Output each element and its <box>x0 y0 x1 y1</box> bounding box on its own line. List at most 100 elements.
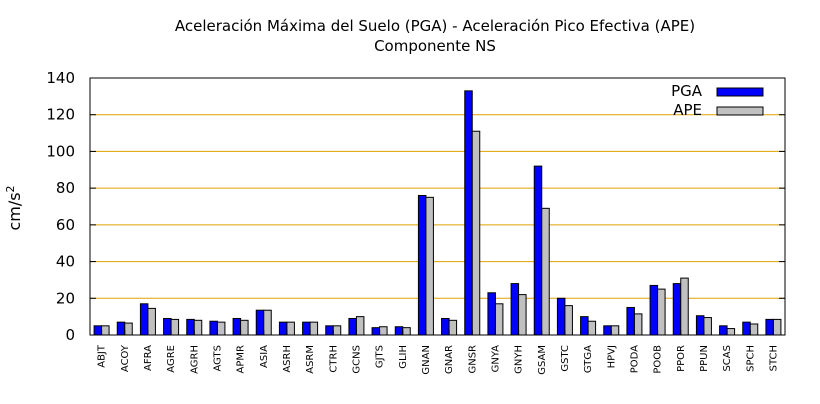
chart-title: Aceleración Máxima del Suelo (PGA) - Ace… <box>175 17 695 35</box>
bar-pga <box>302 321 311 336</box>
x-tick-label: ABJT <box>97 344 108 368</box>
bars <box>93 90 782 336</box>
bar-ape <box>355 316 365 336</box>
bar-pga <box>348 317 357 336</box>
bar-ape <box>541 207 550 336</box>
x-tick-label: PPOR <box>676 345 687 372</box>
x-tick-label: STCH <box>768 345 779 371</box>
bar-ape <box>332 325 342 336</box>
bar-ape <box>147 307 156 336</box>
x-tick-label: PPUN <box>699 345 710 372</box>
legend-label-ape: APE <box>673 101 702 119</box>
y-tick-label: 20 <box>56 289 75 307</box>
bar-pga <box>580 316 589 336</box>
bar-pga <box>209 320 218 336</box>
bar-ape <box>193 319 203 336</box>
bar-ape <box>749 323 759 336</box>
bar-pga <box>441 317 450 336</box>
bar-pga <box>93 325 103 336</box>
x-tick-label: GCNS <box>351 345 362 374</box>
bar-pga <box>742 321 751 336</box>
legend-label-pga: PGA <box>671 82 703 100</box>
x-tick-label: GSTC <box>560 345 571 372</box>
bar-ape <box>471 130 481 336</box>
bar-ape <box>240 319 249 336</box>
legend-swatch-pga <box>716 87 764 97</box>
y-axis-label-superscript: 2 <box>4 185 17 192</box>
x-axis-ticks: ABJT ACOY AFRA AGRE AGRH AGTS APMR ASIA ASRH ASRM… <box>97 330 779 375</box>
bar-pga <box>649 284 659 336</box>
x-tick-label: GNYH <box>514 345 525 374</box>
x-tick-label: GTGA <box>583 345 594 373</box>
y-tick-label: 100 <box>46 142 75 160</box>
bar-ape <box>518 294 527 336</box>
bar-pga <box>394 326 404 336</box>
x-tick-label: SPCH <box>745 345 756 372</box>
x-tick-label: HPVJ <box>606 345 617 368</box>
bar-ape <box>726 328 736 336</box>
bar-ape <box>170 318 180 336</box>
bar-pga <box>139 303 149 336</box>
y-tick-label: 120 <box>46 106 75 124</box>
x-tick-label: SCAS <box>722 345 733 372</box>
bar-ape <box>657 288 666 336</box>
bar-pga <box>510 283 520 336</box>
x-tick-label: POOB <box>653 345 664 374</box>
bar-pga <box>255 309 265 336</box>
x-tick-label: AFRA <box>143 345 154 371</box>
bar-ape <box>216 321 226 336</box>
y-tick-label: 80 <box>56 179 75 197</box>
bar-pga <box>533 165 543 336</box>
bar-ape <box>703 317 712 336</box>
bar-ape <box>494 303 504 336</box>
bar-ape <box>587 320 597 336</box>
bar-pga <box>163 317 172 336</box>
bar-ape <box>772 318 782 336</box>
y-tick-label: 140 <box>46 69 75 87</box>
bar-ape <box>379 326 388 336</box>
bar-ape <box>402 327 411 336</box>
x-tick-label: ASRM <box>305 345 316 374</box>
y-tick-label: 60 <box>56 216 75 234</box>
bar-ape <box>680 277 689 336</box>
legend: PGA APE <box>671 82 764 119</box>
bar-ape <box>309 321 319 336</box>
chart-subtitle: Componente NS <box>374 37 496 55</box>
x-tick-label: ACOY <box>120 344 131 372</box>
y-axis-label-unit: cm/s <box>5 192 24 230</box>
bar-ape <box>564 305 573 336</box>
bar-pga <box>765 318 774 336</box>
x-tick-label: AGTS <box>212 345 223 372</box>
x-tick-label: GNAR <box>444 345 455 374</box>
y-axis-ticks: 0 20 40 60 80 100 120 140 <box>46 69 785 344</box>
bar-pga <box>464 90 473 336</box>
grid-lines <box>90 114 785 299</box>
bar-ape <box>610 325 620 336</box>
plot-frame <box>89 77 786 336</box>
bar-pga <box>417 194 427 336</box>
x-tick-label: CTRH <box>328 345 339 373</box>
x-tick-label: ASIA <box>259 345 270 368</box>
bar-pga <box>232 317 242 336</box>
x-tick-label: GLIH <box>398 345 409 369</box>
bar-pga <box>603 325 612 336</box>
y-tick-label: 0 <box>65 326 75 344</box>
bar-pga <box>719 325 728 336</box>
bar-pga <box>278 321 288 336</box>
x-tick-label: ASRH <box>282 345 293 373</box>
bar-pga <box>371 327 381 336</box>
bar-ape <box>448 319 458 336</box>
x-tick-label: GSAM <box>537 345 548 375</box>
legend-swatch-ape <box>716 106 764 116</box>
bar-pga <box>556 297 566 336</box>
x-tick-label: GNYA <box>490 345 501 373</box>
x-tick-label: PODA <box>629 345 640 373</box>
bar-pga <box>186 318 195 336</box>
bar-ape <box>124 322 133 336</box>
bar-pga <box>116 321 126 336</box>
bar-pga <box>695 315 705 336</box>
bar-pga <box>672 283 682 336</box>
y-tick-label: 40 <box>56 253 75 271</box>
